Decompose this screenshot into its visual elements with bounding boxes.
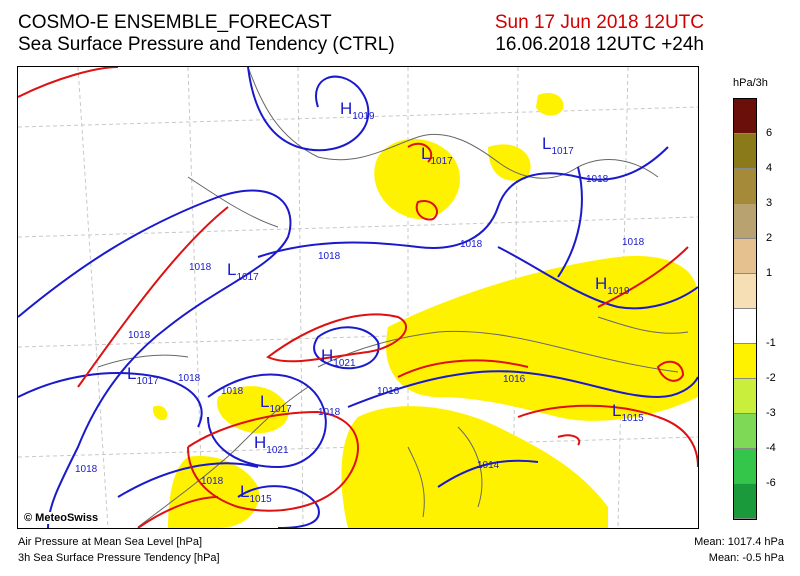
footer-right: Mean: 1017.4 hPa Mean: -0.5 hPa <box>694 534 784 566</box>
isobar-label: 1018 <box>622 237 645 248</box>
pressure-center-label: H1021 <box>321 346 356 369</box>
tendency-fill-negative <box>152 92 698 528</box>
isobar-label: 1018 <box>318 251 341 262</box>
valid-time: Sun 17 Jun 2018 12UTC <box>494 12 704 33</box>
legend-swatch <box>734 414 756 449</box>
legend-tick-label: 6 <box>766 127 773 139</box>
legend-swatch <box>734 344 756 379</box>
tendency-legend <box>733 98 757 520</box>
isobar-label: 1014 <box>477 460 500 471</box>
legend-tick-label: 1 <box>766 267 773 279</box>
forecast-run-time: 16.06.2018 12UTC +24h <box>495 34 704 55</box>
isobar-label: 1018 <box>318 407 341 418</box>
legend-swatch <box>734 169 756 204</box>
legend-tick-label: -6 <box>766 477 776 489</box>
legend-swatch <box>734 239 756 274</box>
legend-tick-label: -4 <box>766 442 776 454</box>
legend-swatch <box>734 99 756 134</box>
mean-pressure: Mean: 1017.4 hPa <box>694 536 784 548</box>
pressure-center-label: L1017 <box>542 134 574 157</box>
isobar-label: 1018 <box>189 262 212 273</box>
pressure-center-label: L1017 <box>127 364 159 387</box>
footer-tendency-label: 3h Sea Surface Pressure Tendency [hPa] <box>18 552 220 564</box>
mean-tendency: Mean: -0.5 hPa <box>708 552 784 564</box>
lat-lon-grid <box>18 67 698 528</box>
isobar-label: 1018 <box>178 373 201 384</box>
isobar-label: 1018 <box>201 476 224 487</box>
pressure-center-label: H1021 <box>254 433 289 456</box>
header-right: Sun 17 Jun 2018 12UTC 16.06.2018 12UTC +… <box>495 12 704 56</box>
isobar-value-labels: 1018 1018 1018 1018 1018 1018 1018 1018 1018 1018… <box>75 174 645 487</box>
credit-label: © MeteoSwiss <box>22 512 101 524</box>
isobar-label: 1018 <box>460 239 483 250</box>
isobar-label: 1018 <box>221 386 244 397</box>
legend-tick-label: -1 <box>766 337 776 349</box>
footer-left: Air Pressure at Mean Sea Level [hPa] 3h … <box>18 534 220 566</box>
legend-tick-label: 3 <box>766 197 773 209</box>
legend-swatch <box>734 484 756 519</box>
pressure-center-label: H1019 <box>340 99 375 122</box>
pressure-center-label: L1017 <box>227 260 259 283</box>
chart-subtitle: Sea Surface Pressure and Tendency (CTRL) <box>18 34 395 55</box>
forecast-map: H1019 L1017 L1017 L1017 H1019 H1021 L1017 L1017… <box>17 66 699 529</box>
legend-swatch <box>734 449 756 484</box>
legend-swatch <box>734 204 756 239</box>
legend-tick-label: -2 <box>766 372 776 384</box>
legend-swatch <box>734 379 756 414</box>
legend-tick-label: 2 <box>766 232 773 244</box>
legend-tick-label: 4 <box>766 162 773 174</box>
tendency-contours <box>18 67 698 528</box>
isobar-label: 1016 <box>377 386 400 397</box>
isobar-label: 1016 <box>503 374 526 385</box>
legend-unit: hPa/3h <box>733 77 768 89</box>
header-left: COSMO-E ENSEMBLE_FORECAST Sea Surface Pr… <box>18 12 395 56</box>
isobar-label: 1018 <box>128 330 151 341</box>
legend-swatch <box>734 309 756 344</box>
legend-tick-label: -3 <box>766 407 776 419</box>
legend-swatch <box>734 274 756 309</box>
isobar-label: 1018 <box>75 464 98 475</box>
isobar-label: 1018 <box>586 174 609 185</box>
chart-title: COSMO-E ENSEMBLE_FORECAST <box>18 12 332 33</box>
legend-swatch <box>734 134 756 169</box>
footer-pressure-label: Air Pressure at Mean Sea Level [hPa] <box>18 536 203 548</box>
